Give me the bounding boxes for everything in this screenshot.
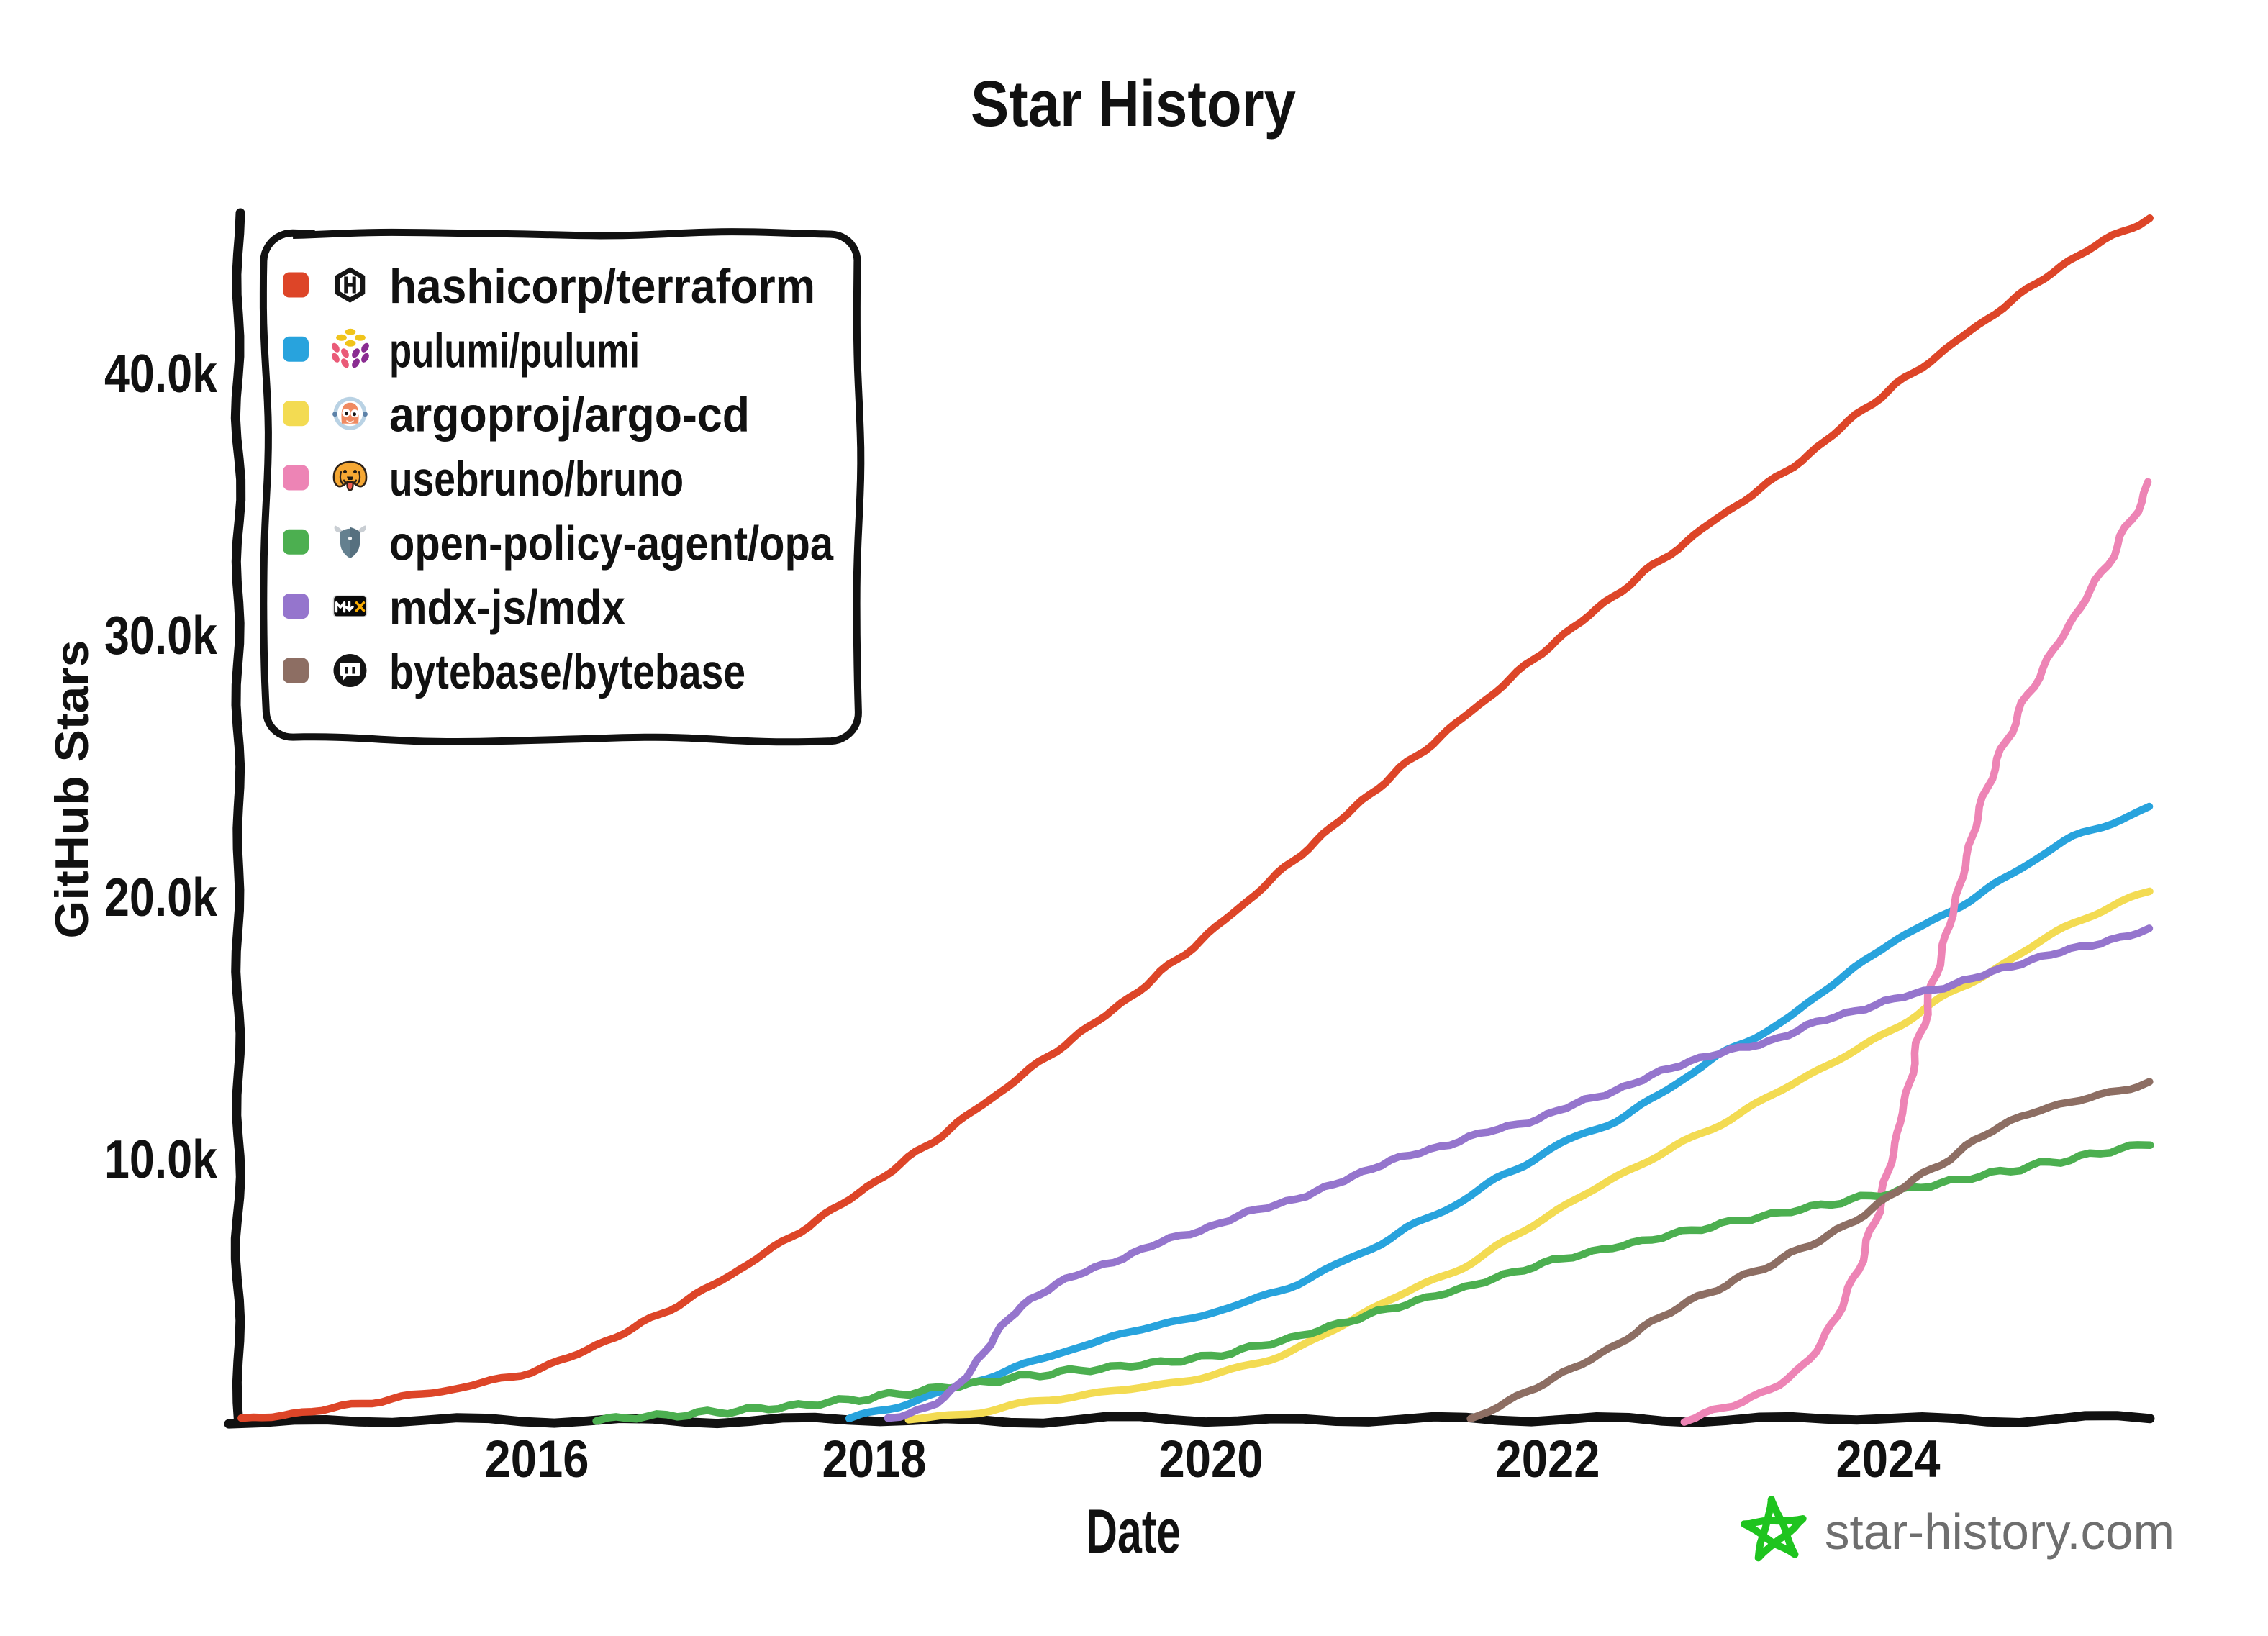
svg-text:star-history.com: star-history.com: [1825, 1504, 2174, 1560]
svg-text:Date: Date: [1086, 1497, 1181, 1566]
svg-text:2020: 2020: [1159, 1430, 1264, 1489]
svg-text:40.0k: 40.0k: [104, 343, 217, 404]
svg-text:2018: 2018: [822, 1430, 927, 1489]
svg-text:Star History: Star History: [971, 68, 1296, 140]
svg-text:GitHub Stars: GitHub Stars: [45, 640, 98, 939]
svg-text:bytebase/bytebase: bytebase/bytebase: [389, 645, 745, 699]
svg-text:usebruno/bruno: usebruno/bruno: [389, 452, 684, 506]
svg-text:2022: 2022: [1496, 1430, 1600, 1489]
svg-text:2016: 2016: [485, 1430, 589, 1489]
svg-text:pulumi/pulumi: pulumi/pulumi: [389, 323, 640, 378]
svg-text:20.0k: 20.0k: [104, 867, 217, 927]
svg-text:open-policy-agent/opa: open-policy-agent/opa: [389, 516, 834, 571]
svg-text:2024: 2024: [1836, 1430, 1941, 1489]
svg-text:30.0k: 30.0k: [104, 605, 217, 665]
svg-text:hashicorp/terraform: hashicorp/terraform: [389, 259, 815, 314]
svg-text:mdx-js/mdx: mdx-js/mdx: [389, 581, 625, 635]
svg-text:argoproj/argo-cd: argoproj/argo-cd: [389, 388, 750, 442]
svg-text:10.0k: 10.0k: [104, 1129, 217, 1189]
